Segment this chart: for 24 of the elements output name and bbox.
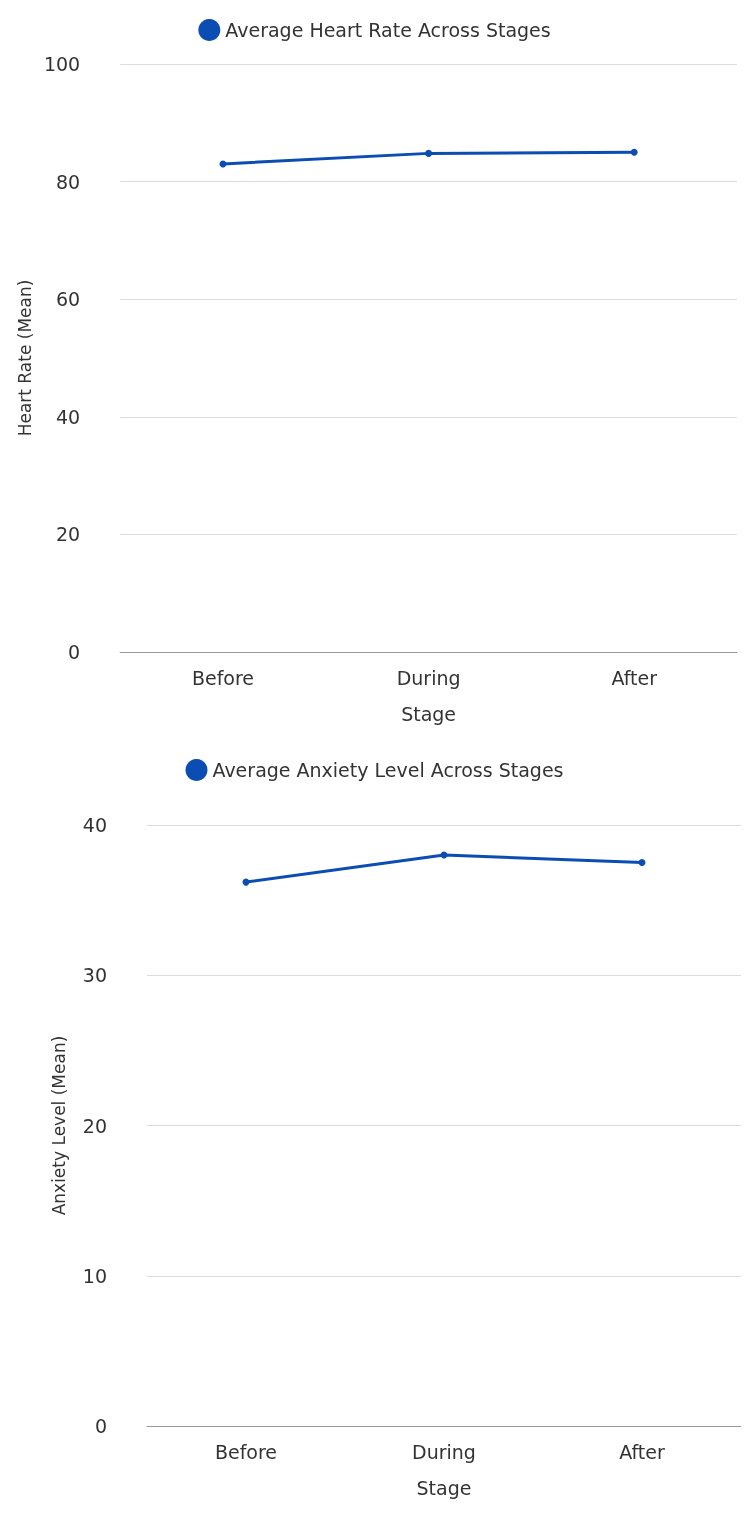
x-axis-title: Stage [416, 1476, 472, 1499]
legend-label: Average Heart Rate Across Stages [225, 19, 551, 41]
y-axis-title: Anxiety Level (Mean) [48, 1035, 69, 1216]
y-tick-label: 30 [82, 964, 107, 987]
y-tick-label: 40 [82, 814, 107, 836]
x-tick-label: After [619, 1440, 665, 1463]
y-tick-label: 40 [55, 405, 81, 428]
y-tick-label: 20 [55, 523, 81, 546]
x-tick-label: During [396, 666, 461, 689]
x-tick-label: Before [214, 1440, 278, 1463]
y-tick-label: 0 [94, 1415, 107, 1437]
x-tick-label: During [412, 1440, 476, 1463]
y-tick-label: 0 [68, 641, 81, 663]
y-tick-label: 100 [43, 53, 81, 75]
x-axis-title: Stage [401, 702, 457, 725]
x-tick-label: After [611, 666, 658, 689]
y-tick-label: 80 [55, 170, 81, 193]
legend-label: Average Anxiety Level Across Stages [212, 759, 564, 781]
y-axis-title: Heart Rate (Mean) [14, 279, 35, 437]
point [638, 859, 646, 867]
y-tick-label: 10 [82, 1264, 107, 1287]
x-tick-label: Before [191, 666, 255, 689]
y-tick-label: 20 [82, 1114, 107, 1137]
y-tick-label: 60 [55, 288, 81, 311]
